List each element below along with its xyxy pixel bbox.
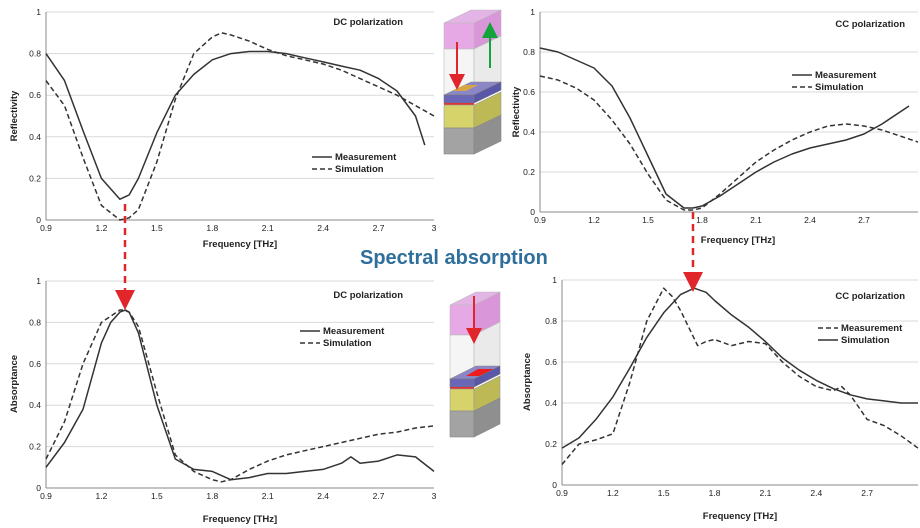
x-tick-label: 2.1	[760, 488, 772, 498]
y-tick-label: 1	[530, 7, 535, 17]
x-tick-label: 2.4	[804, 215, 816, 225]
chart-title: CC polarization	[835, 291, 905, 302]
chart-title: CC polarization	[835, 19, 905, 30]
series-line-simulation	[45, 309, 435, 483]
x-tick-label: 1.5	[151, 491, 163, 501]
section-title: Spectral absorption	[360, 247, 548, 269]
series-line-measurement	[45, 50, 426, 200]
y-axis-title: Reflectivity	[9, 90, 20, 141]
y-tick-label: 0.8	[523, 47, 535, 57]
x-tick-label: 1.2	[588, 215, 600, 225]
y-tick-label: 0.6	[523, 87, 535, 97]
legend-label: Measurement	[323, 326, 385, 337]
y-tick-label: 0	[36, 483, 41, 493]
legend-label: Measurement	[815, 70, 877, 81]
x-axis-title: Frequency [THz]	[703, 511, 777, 522]
y-tick-label: 0.8	[29, 317, 41, 327]
x-axis-title: Frequency [THz]	[203, 514, 277, 525]
x-tick-label: 3	[432, 223, 437, 233]
y-tick-label: 0.6	[29, 90, 41, 100]
series-line-simulation	[539, 75, 919, 211]
y-axis-title: Absorptance	[9, 355, 20, 413]
y-tick-label: 0.8	[545, 316, 557, 326]
x-tick-label: 0.9	[556, 488, 568, 498]
y-tick-label: 0	[530, 207, 535, 217]
x-tick-label: 1.5	[151, 223, 163, 233]
y-tick-label: 0.6	[29, 359, 41, 369]
series-line-simulation	[45, 32, 435, 221]
chart-top-left: 0 0.2 0.4 0.6 0.8 1 0.9 1.2 1.5 1.8 2.1 2.4 2.7 3 Freq…	[9, 7, 437, 250]
x-tick-label: 1.8	[696, 215, 708, 225]
legend-label: Simulation	[335, 164, 384, 175]
x-tick-label: 2.4	[317, 491, 329, 501]
legend-label: Simulation	[323, 338, 372, 349]
y-tick-label: 0	[36, 215, 41, 225]
structure-illustration-bottom	[449, 291, 501, 438]
x-tick-label: 1.8	[206, 223, 218, 233]
x-tick-label: 2.1	[262, 491, 274, 501]
chart-bottom-left: 0 0.2 0.4 0.6 0.8 1 0.9 1.2 1.5 1.8 2.1 2.4 2.7 3 Freq…	[9, 276, 437, 525]
y-tick-label: 0.4	[523, 127, 535, 137]
series-line-simulation	[561, 287, 918, 449]
x-tick-label: 2.7	[373, 223, 385, 233]
x-tick-label: 1.2	[607, 488, 619, 498]
chart-bottom-right: 0 0.2 0.4 0.6 0.8 1 0.9 1.2 1.5 1.8 2.1 2.4 2.7 Frequ…	[522, 275, 919, 522]
y-axis-title: Reflectivity	[511, 86, 522, 137]
x-tick-label: 1.5	[658, 488, 670, 498]
x-tick-label: 2.1	[262, 223, 274, 233]
series-line-measurement	[45, 309, 435, 481]
x-tick-label: 1.2	[96, 223, 108, 233]
y-tick-label: 0.4	[29, 132, 41, 142]
y-axis-title: Absorptance	[522, 353, 533, 411]
x-tick-label: 1.5	[642, 215, 654, 225]
legend-label: Measurement	[335, 152, 397, 163]
y-tick-label: 0.2	[545, 439, 557, 449]
y-tick-label: 1	[36, 7, 41, 17]
y-tick-label: 0	[552, 480, 557, 490]
legend-label: Measurement	[841, 323, 903, 334]
x-tick-label: 0.9	[40, 223, 52, 233]
y-tick-label: 1	[36, 276, 41, 286]
legend-label: Simulation	[815, 82, 864, 93]
x-tick-label: 0.9	[534, 215, 546, 225]
y-tick-label: 0.6	[545, 357, 557, 367]
x-tick-label: 1.8	[206, 491, 218, 501]
x-tick-label: 3	[432, 491, 437, 501]
x-axis-title: Frequency [THz]	[203, 239, 277, 250]
chart-title: DC polarization	[333, 17, 403, 28]
chart-title: DC polarization	[333, 290, 403, 301]
y-tick-label: 0.2	[29, 173, 41, 183]
structure-illustration-top	[443, 9, 502, 155]
x-tick-label: 2.7	[858, 215, 870, 225]
y-tick-label: 0.4	[29, 400, 41, 410]
y-tick-label: 1	[552, 275, 557, 285]
x-tick-label: 2.1	[750, 215, 762, 225]
y-tick-label: 0.2	[29, 442, 41, 452]
series-line-measurement	[539, 47, 910, 209]
series-line-measurement	[561, 287, 919, 465]
x-tick-label: 2.4	[810, 488, 822, 498]
y-tick-label: 0.4	[545, 398, 557, 408]
legend-label: Simulation	[841, 335, 890, 346]
x-tick-label: 2.7	[373, 491, 385, 501]
chart-top-right: 0 0.2 0.4 0.6 0.8 1 0.9 1.2 1.5 1.8 2.1 2.4 2.7 Frequ…	[511, 7, 919, 246]
y-tick-label: 0.2	[523, 167, 535, 177]
x-tick-label: 1.8	[709, 488, 721, 498]
x-tick-label: 1.2	[96, 491, 108, 501]
x-tick-label: 0.9	[40, 491, 52, 501]
x-tick-label: 2.7	[861, 488, 873, 498]
x-axis-title: Frequency [THz]	[701, 235, 775, 246]
x-tick-label: 2.4	[317, 223, 329, 233]
y-tick-label: 0.8	[29, 49, 41, 59]
